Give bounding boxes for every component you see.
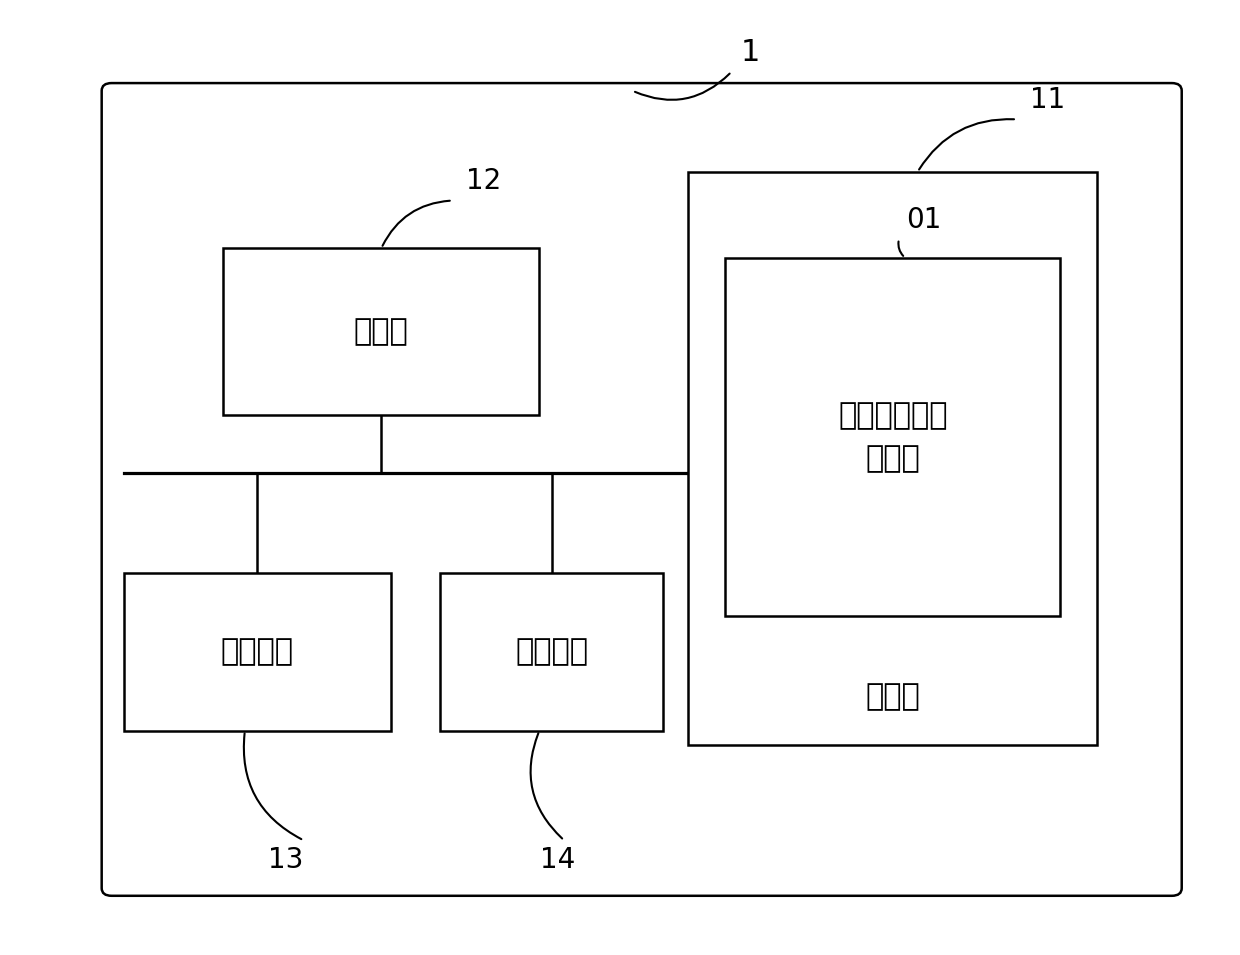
- Text: 处理器: 处理器: [353, 317, 409, 347]
- Bar: [688, 172, 1097, 745]
- Bar: [440, 573, 663, 731]
- Bar: [124, 573, 391, 731]
- Text: 14: 14: [541, 845, 575, 874]
- Text: 1: 1: [740, 38, 760, 67]
- Text: 01: 01: [906, 205, 941, 234]
- Text: 12: 12: [466, 167, 501, 196]
- Bar: [223, 248, 539, 415]
- Text: 网络接口: 网络接口: [516, 637, 588, 667]
- Text: 通信总线: 通信总线: [221, 637, 294, 667]
- Text: 13: 13: [268, 845, 303, 874]
- Text: 11: 11: [1030, 86, 1065, 115]
- Bar: [725, 258, 1060, 616]
- Text: 出血点智能检
测程序: 出血点智能检 测程序: [838, 401, 947, 473]
- Text: 存储器: 存储器: [866, 683, 920, 711]
